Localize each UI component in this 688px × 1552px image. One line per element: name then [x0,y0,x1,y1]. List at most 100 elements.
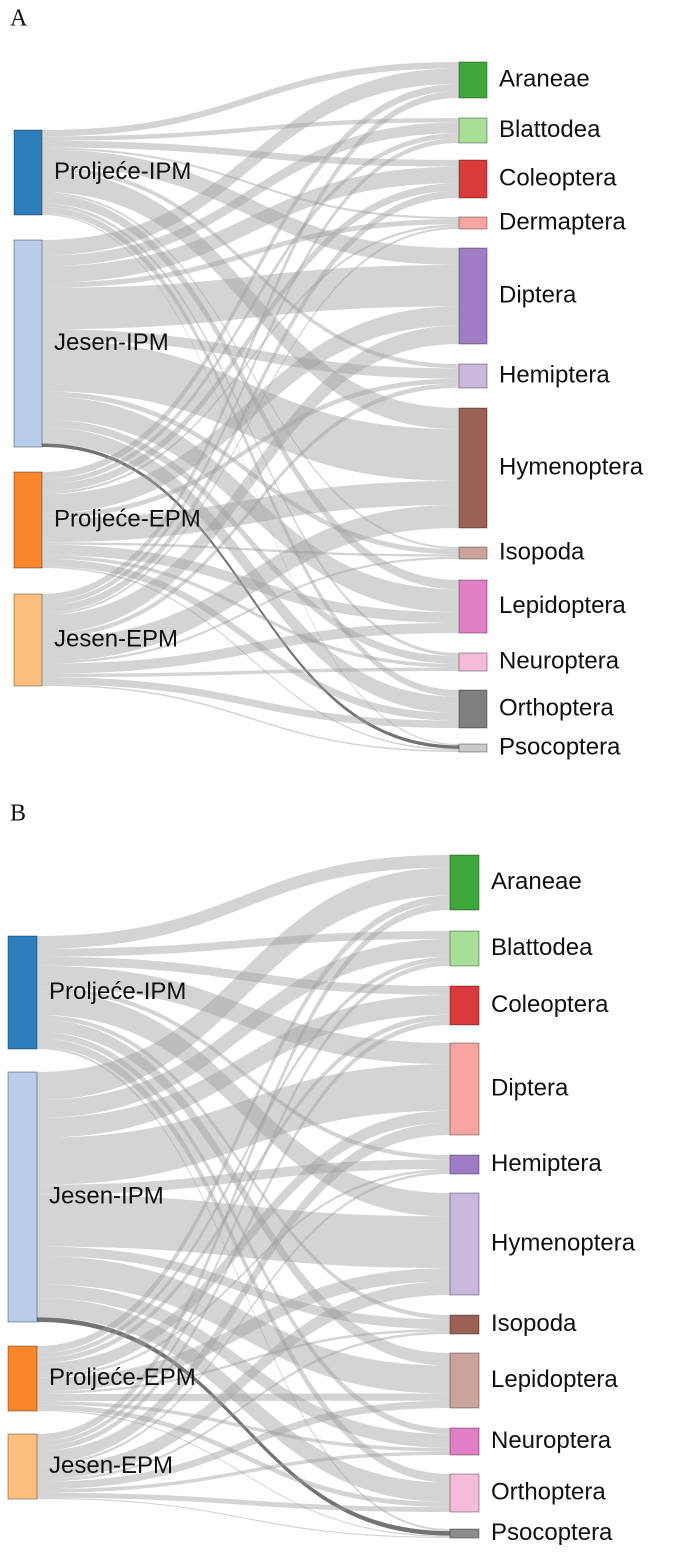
flow [42,558,459,721]
flow [42,226,459,616]
flow [42,383,459,639]
source-node [13,593,43,687]
source-label: Jesen-IPM [54,329,169,356]
target-node [458,216,488,230]
flow [42,190,459,613]
flow [37,1194,450,1269]
flow [42,83,459,480]
flow [37,1168,450,1378]
flow [37,939,450,1118]
target-node [449,1042,480,1136]
target-label: Araneae [491,868,582,895]
flow [37,1014,450,1364]
flow [37,1400,450,1490]
links [37,62,459,1538]
flow [42,427,459,714]
flow [42,224,459,495]
flow [42,206,459,697]
source-label: Jesen-IPM [49,1182,164,1209]
flow [37,931,450,957]
flow [37,1246,450,1329]
flow [37,1492,450,1512]
target-label: Hemiptera [499,361,610,388]
target-label: Dermaptera [499,208,626,235]
flow [42,419,459,664]
target-label: Diptera [491,1074,569,1101]
target-label: Hymenoptera [499,453,644,480]
flow [37,1298,450,1502]
target-node [449,1427,480,1456]
source-label: Proljeće-EPM [49,1364,196,1391]
target-label: Neuroptera [499,647,620,674]
nodes: A Proljeće-IPM Jesen-IPM Proljeće-EPM Jesen-… [7,6,644,1546]
flow [37,1256,450,1394]
target-label: Lepidoptera [499,592,626,619]
source-label: Proljeće-IPM [54,158,191,185]
target-label: Orthoptera [499,694,614,721]
flow [42,170,459,430]
target-label: Hemiptera [491,1150,602,1177]
target-label: Orthoptera [491,1478,606,1505]
flow [37,1122,450,1464]
target-node [458,579,488,634]
flow [37,855,450,949]
flow [42,91,459,601]
target-label: Blattodea [491,934,593,961]
target-label: Blattodea [499,116,601,143]
flow [42,443,459,749]
source-label: Jesen-EPM [49,1452,173,1479]
flow [37,1284,450,1448]
target-node [458,546,488,560]
flow [37,1110,450,1376]
target-label: Lepidoptera [491,1366,618,1393]
flow [37,956,450,1358]
flow [42,166,459,369]
flow [37,1171,450,1466]
target-node [449,1473,480,1513]
target-label: Neuroptera [491,1427,612,1454]
target-node [449,1528,480,1539]
target-label: Hymenoptera [491,1229,636,1256]
flow [37,1046,450,1532]
flow [37,956,450,995]
flow [42,667,459,678]
flow [37,1331,450,1482]
flow [42,481,459,543]
flow [42,556,459,664]
flow [37,1019,450,1452]
flow [42,555,459,668]
flow [37,1497,450,1538]
flow [37,1159,450,1195]
flow [42,378,459,519]
flow [37,1317,450,1536]
flow [42,329,459,379]
source-node [7,1433,38,1500]
flow [37,1064,450,1185]
source-label: Proljeće-EPM [54,505,201,532]
target-label: Araneae [499,65,590,92]
target-label: Diptera [499,281,577,308]
flow [42,213,459,746]
source-node [7,1071,38,1323]
flow [42,622,459,674]
flow [42,194,459,590]
flow [37,1038,450,1483]
target-node [458,247,488,345]
target-node [458,407,488,529]
flow [37,1451,450,1493]
target-label: Isopoda [491,1310,577,1337]
flow [37,895,450,1354]
flow [42,325,459,634]
flow [37,867,450,1101]
flow [42,183,459,492]
target-node [449,930,480,967]
target-node [458,689,488,729]
flow [42,192,459,550]
target-label: Psocoptera [491,1519,613,1546]
source-node [7,935,38,1050]
flow [42,677,459,728]
target-label: Coleoptera [499,164,617,191]
flow [37,1031,450,1435]
target-node [449,1154,480,1175]
